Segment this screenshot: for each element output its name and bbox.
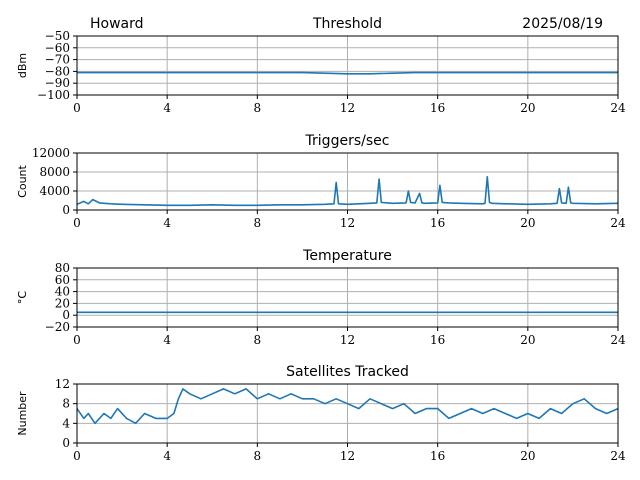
x-tick-label: 16 — [430, 101, 445, 115]
x-tick-label: 24 — [610, 216, 626, 230]
x-tick-label: 16 — [430, 216, 445, 230]
x-tick-label: 12 — [340, 449, 355, 463]
panel-0: 0 4 8 12 16 20 24 −50−60−70−80−90−100 Threshold d… — [16, 16, 626, 115]
plot-frame — [76, 152, 619, 211]
y-axis-label: Number — [16, 391, 29, 436]
y-axis-label: °C — [16, 291, 29, 305]
station-label: Howard — [90, 16, 144, 32]
x-tick-label: 4 — [163, 449, 171, 463]
y-tick-label: 12000 — [32, 146, 70, 160]
x-tick-label: 12 — [340, 216, 355, 230]
y-tick-label: −70 — [45, 53, 70, 67]
y-tick-label: 80 — [55, 261, 70, 275]
x-tick-label: 20 — [520, 449, 535, 463]
x-tick-label: 16 — [430, 333, 445, 347]
y-tick-label: −50 — [45, 29, 70, 43]
x-tick-label: 0 — [73, 449, 81, 463]
x-tick-label: 24 — [610, 101, 626, 115]
y-tick-label: 4 — [62, 416, 70, 430]
x-tick-label: 8 — [254, 216, 262, 230]
x-tick-label: 16 — [430, 449, 445, 463]
y-tick-label: 4000 — [39, 184, 70, 198]
plot-frame — [76, 383, 619, 444]
x-tick-label: 8 — [254, 333, 262, 347]
x-tick-label: 8 — [254, 101, 262, 115]
y-tick-label: 40 — [55, 285, 70, 299]
y-tick-label: 0 — [62, 308, 70, 322]
x-tick-label: 4 — [163, 216, 171, 230]
plot-frame — [76, 267, 619, 328]
y-tick-label: 12 — [55, 377, 70, 391]
x-tick-label: 0 — [73, 216, 81, 230]
x-tick-label: 12 — [340, 333, 355, 347]
x-tick-label: 24 — [610, 449, 626, 463]
x-tick-label: 0 — [73, 333, 81, 347]
x-tick-label: 4 — [163, 333, 171, 347]
x-tick-label: 24 — [610, 333, 626, 347]
y-tick-label: −80 — [45, 64, 70, 78]
date-label: 2025/08/19 — [522, 16, 603, 32]
y-axis-label: dBm — [16, 53, 29, 78]
series-line-0-0 — [77, 71, 618, 75]
x-tick-label: 12 — [340, 101, 355, 115]
x-tick-label: 0 — [73, 101, 81, 115]
y-axis-label: Count — [16, 164, 29, 197]
x-tick-label: 20 — [520, 216, 535, 230]
x-tick-label: 8 — [254, 449, 262, 463]
y-tick-label: −100 — [37, 88, 70, 102]
y-tick-label: −60 — [45, 41, 70, 55]
plot-frame — [76, 35, 619, 96]
panel-3: 0 4 8 12 16 20 24 12 8 4 0 Satellites Tracked Number — [16, 364, 626, 463]
y-tick-label: −90 — [45, 76, 70, 90]
x-tick-label: 20 — [520, 101, 535, 115]
y-tick-label: 20 — [55, 296, 70, 310]
x-tick-label: 20 — [520, 333, 535, 347]
y-tick-label: 0 — [62, 203, 70, 217]
chart-title: Triggers/sec — [305, 133, 390, 149]
chart-title: Satellites Tracked — [286, 364, 409, 380]
y-tick-label: 8000 — [39, 165, 70, 179]
panel-1: 0 4 8 12 16 20 24 0 4000 8000 12000 Triggers/sec Cou… — [16, 133, 626, 230]
y-tick-label: 60 — [55, 273, 70, 287]
y-tick-label: 8 — [62, 397, 70, 411]
y-tick-label: 0 — [62, 436, 70, 450]
series-line-1-0 — [76, 176, 619, 207]
series-line-3-0 — [76, 388, 619, 425]
y-tick-label: −20 — [45, 320, 70, 334]
chart-title: Threshold — [312, 16, 382, 32]
chart-title: Temperature — [302, 248, 392, 264]
x-tick-label: 4 — [163, 101, 171, 115]
